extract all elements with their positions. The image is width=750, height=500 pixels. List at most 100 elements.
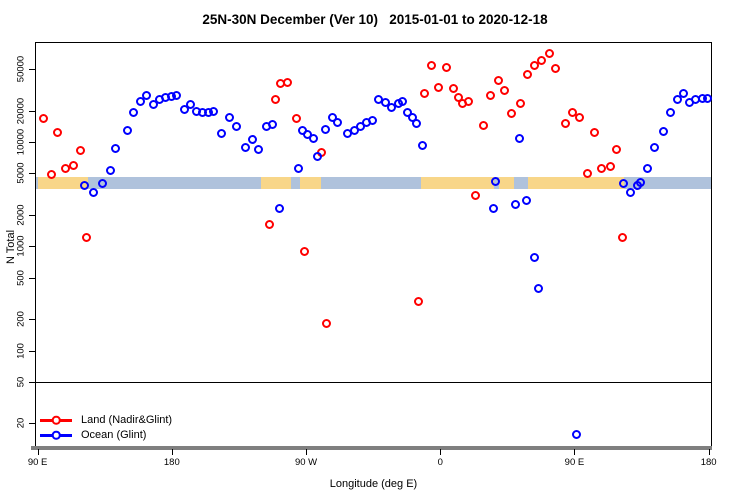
data-point-land bbox=[529, 60, 539, 70]
data-point-ocean bbox=[231, 121, 241, 131]
data-point-land bbox=[582, 169, 592, 179]
data-point-land bbox=[515, 98, 525, 108]
x-tick bbox=[440, 449, 442, 455]
data-point-ocean bbox=[224, 112, 234, 122]
data-point-land bbox=[596, 163, 606, 173]
data-point-ocean bbox=[418, 141, 427, 151]
x-tick-label: 90 E bbox=[27, 457, 48, 468]
data-point-land bbox=[561, 119, 571, 129]
y-tick bbox=[29, 381, 35, 383]
data-point-ocean bbox=[678, 88, 688, 98]
data-point-ocean bbox=[148, 99, 158, 109]
y-tick bbox=[29, 423, 35, 425]
data-point-land bbox=[265, 219, 275, 229]
y-tick bbox=[29, 173, 35, 175]
data-point-ocean bbox=[274, 203, 284, 213]
data-point-ocean bbox=[673, 94, 682, 104]
data-point-land bbox=[283, 77, 293, 87]
x-tick bbox=[171, 449, 173, 455]
data-point-land bbox=[611, 144, 621, 154]
data-point-ocean bbox=[80, 180, 90, 190]
x-tick-label: 90 W bbox=[294, 457, 318, 468]
y-tick bbox=[29, 319, 35, 321]
data-point-ocean bbox=[702, 93, 712, 103]
data-point-land bbox=[321, 318, 331, 328]
data-point-land bbox=[53, 127, 63, 137]
x-tick-label: 180 bbox=[700, 457, 717, 468]
data-point-land bbox=[420, 88, 430, 98]
data-point-land bbox=[414, 297, 424, 307]
data-point-ocean bbox=[521, 196, 531, 206]
legend-item-ocean: Ocean (Glint) bbox=[40, 429, 172, 441]
land-series-marker-icon bbox=[40, 415, 72, 426]
data-point-ocean bbox=[209, 106, 219, 116]
data-point-ocean bbox=[380, 97, 390, 107]
data-point-ocean bbox=[635, 178, 645, 188]
data-point-land bbox=[544, 48, 554, 58]
data-point-land bbox=[433, 82, 443, 92]
data-point-land bbox=[271, 94, 281, 104]
data-point-land bbox=[81, 232, 91, 242]
data-point-ocean bbox=[171, 90, 181, 100]
y-tick bbox=[29, 69, 35, 70]
data-point-ocean bbox=[626, 188, 636, 198]
data-point-land bbox=[500, 85, 510, 95]
x-tick-label: 180 bbox=[163, 457, 180, 468]
chart-title: 25N-30N December (Ver 10) 2015-01-01 to … bbox=[202, 12, 548, 27]
map-strip-land-segment bbox=[300, 177, 321, 189]
data-point-ocean bbox=[332, 117, 342, 127]
y-tick bbox=[29, 277, 35, 279]
y-tick bbox=[29, 214, 35, 216]
y-tick bbox=[29, 141, 35, 143]
data-point-land bbox=[69, 160, 79, 170]
data-point-land bbox=[464, 96, 474, 106]
x-tick bbox=[37, 449, 39, 455]
data-point-land bbox=[523, 69, 533, 79]
data-point-ocean bbox=[89, 188, 99, 198]
data-point-ocean bbox=[180, 104, 190, 114]
data-point-land bbox=[536, 55, 546, 65]
x-axis-title: Longitude (deg E) bbox=[329, 478, 418, 490]
data-point-ocean bbox=[321, 124, 331, 134]
data-point-ocean bbox=[618, 179, 628, 189]
data-point-land bbox=[46, 170, 56, 180]
map-strip-land-segment bbox=[261, 177, 292, 189]
x-tick bbox=[306, 449, 308, 455]
data-point-ocean bbox=[397, 96, 407, 106]
data-point-ocean bbox=[368, 115, 378, 125]
ocean-series-marker-icon bbox=[40, 430, 72, 441]
data-point-ocean bbox=[294, 163, 304, 173]
data-point-land bbox=[39, 113, 49, 123]
data-point-ocean bbox=[186, 99, 196, 109]
data-point-ocean bbox=[533, 283, 543, 293]
data-point-land bbox=[75, 145, 85, 155]
data-point-land bbox=[291, 113, 301, 123]
data-point-land bbox=[470, 191, 480, 201]
data-point-ocean bbox=[110, 143, 120, 153]
data-point-ocean bbox=[309, 133, 319, 143]
legend-label-land: Land (Nadir&Glint) bbox=[81, 414, 173, 426]
data-point-land bbox=[590, 127, 600, 137]
data-point-land bbox=[60, 163, 70, 173]
data-point-ocean bbox=[136, 96, 146, 106]
data-point-ocean bbox=[122, 125, 132, 135]
data-point-ocean bbox=[216, 128, 226, 138]
data-point-ocean bbox=[658, 127, 668, 137]
data-point-land bbox=[494, 75, 504, 85]
data-point-land bbox=[300, 246, 310, 256]
legend-label-ocean: Ocean (Glint) bbox=[81, 429, 147, 441]
data-point-ocean bbox=[491, 177, 501, 187]
data-point-ocean bbox=[253, 144, 263, 154]
data-point-land bbox=[448, 84, 458, 94]
data-point-ocean bbox=[142, 90, 152, 100]
data-point-land bbox=[441, 63, 451, 72]
data-point-ocean bbox=[240, 143, 250, 153]
data-point-ocean bbox=[386, 102, 396, 112]
map-strip-land-segment bbox=[37, 177, 88, 189]
data-point-ocean bbox=[98, 179, 108, 189]
data-point-land bbox=[605, 162, 615, 172]
data-point-land bbox=[426, 61, 436, 71]
x-axis-line bbox=[31, 446, 712, 450]
y-tick bbox=[29, 350, 35, 352]
